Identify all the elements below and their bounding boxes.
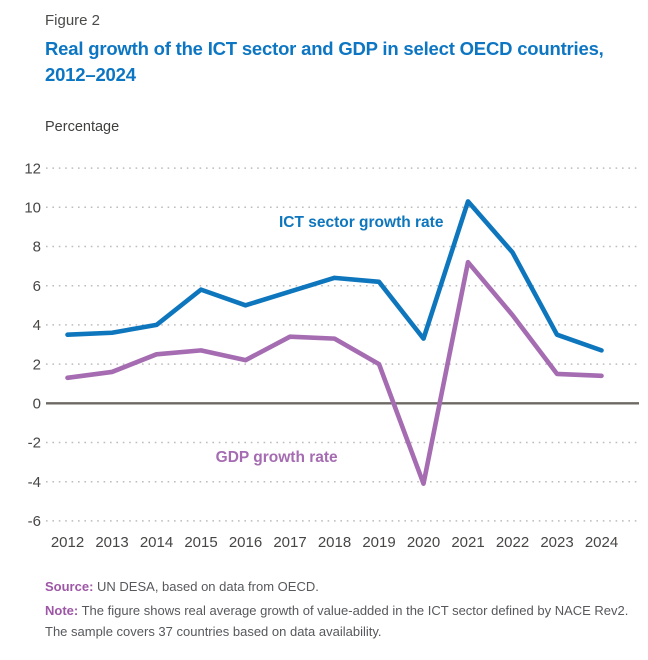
series-label-gdp-growth-rate: GDP growth rate xyxy=(216,449,338,466)
series-label-ict-sector-growth-rate: ICT sector growth rate xyxy=(279,214,444,231)
y-tick-label: -6 xyxy=(28,513,41,530)
note-label: Note: xyxy=(45,603,79,618)
source-note: Source: UN DESA, based on data from OECD… xyxy=(45,577,630,598)
y-gridlines xyxy=(46,167,639,522)
x-tick-label: 2022 xyxy=(496,534,529,551)
x-axis-labels: 2012 2013 2014 2015 2016 2017 2018 2019 2020 2021… xyxy=(51,534,618,551)
y-tick-labels: 12 10 8 6 4 2 0 -2 -4 -6 xyxy=(24,160,41,530)
source-text: UN DESA, based on data from OECD. xyxy=(97,579,319,594)
y-tick-label: -2 xyxy=(28,435,41,452)
y-tick-label: 4 xyxy=(33,317,41,334)
x-tick-label: 2018 xyxy=(318,534,351,551)
x-tick-label: 2012 xyxy=(51,534,84,551)
y-tick-label: 0 xyxy=(33,396,41,413)
y-tick-label: 12 xyxy=(24,160,41,177)
y-tick-label: 2 xyxy=(33,356,41,373)
x-tick-label: 2017 xyxy=(273,534,306,551)
y-tick-label: 8 xyxy=(33,239,41,256)
y-tick-label: -4 xyxy=(28,474,41,491)
figure-label: Figure 2 xyxy=(45,12,101,29)
x-tick-label: 2016 xyxy=(229,534,262,551)
x-tick-label: 2021 xyxy=(451,534,484,551)
figure-note: Note: The figure shows real average grow… xyxy=(45,601,630,642)
x-tick-label: 2014 xyxy=(140,534,173,551)
y-tick-label: 10 xyxy=(24,200,41,217)
note-text-line-1: The figure shows real average growth of … xyxy=(81,603,629,618)
series-line-ict-sector-growth-rate xyxy=(65,199,604,353)
x-tick-label: 2019 xyxy=(362,534,395,551)
note-text-line-2: The sample covers 37 countries based on … xyxy=(45,623,382,639)
series-line-gdp-growth-rate xyxy=(65,259,604,486)
x-tick-label: 2020 xyxy=(407,534,440,551)
source-label: Source: xyxy=(45,579,94,594)
x-tick-label: 2015 xyxy=(184,534,217,551)
y-tick-label: 6 xyxy=(33,278,41,295)
figure-title: Real growth of the ICT sector and GDP in… xyxy=(45,38,604,85)
y-axis-title: Percentage xyxy=(45,119,120,135)
x-tick-label: 2024 xyxy=(585,534,618,551)
x-tick-label: 2013 xyxy=(95,534,128,551)
x-tick-label: 2023 xyxy=(540,534,573,551)
